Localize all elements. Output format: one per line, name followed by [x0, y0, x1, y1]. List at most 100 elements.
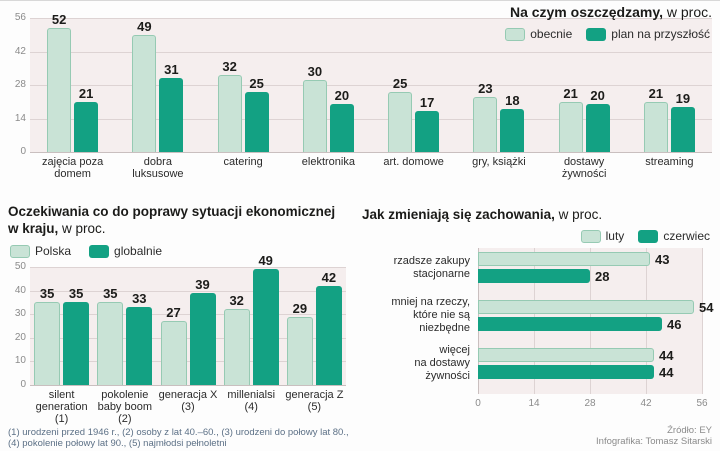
- legend-item-luty: luty: [580, 229, 625, 243]
- behaviors-chart-legend: luty czerwiec: [580, 229, 710, 243]
- y-axis-tick-label: 40: [14, 284, 26, 296]
- y-axis-tick-label: 30: [14, 308, 26, 320]
- savings-bar-series2: [500, 108, 525, 152]
- expectations-bar-series2: [126, 307, 153, 385]
- value-label: 21: [648, 85, 664, 101]
- value-label: 33: [132, 291, 147, 307]
- category-label: dostawy żywności: [561, 156, 607, 180]
- value-label: 19: [675, 90, 691, 106]
- legend-item-polska: Polska: [10, 244, 71, 258]
- behaviors-title-bold: Jak zmieniają się zachowania,: [362, 207, 555, 222]
- value-label: 25: [392, 76, 408, 92]
- expectations-bar-series1: [34, 302, 61, 385]
- source-line1: Źródło: EY: [667, 425, 712, 436]
- legend-swatch-luty: [580, 229, 601, 243]
- category-label: pokolenie baby boom (2): [97, 389, 153, 425]
- legend-label-luty: luty: [605, 229, 625, 243]
- expectations-bar-series1: [286, 316, 313, 385]
- value-label: 21: [563, 85, 578, 101]
- behaviors-bar-series2: [478, 269, 590, 283]
- expectations-title-line2-bold: w kraju,: [8, 221, 59, 236]
- expectations-bar-series2: [315, 285, 342, 385]
- value-label: 18: [505, 92, 520, 108]
- savings-bar-series1: [132, 34, 157, 152]
- savings-bar-series1: [217, 75, 242, 152]
- expectations-bar-series1: [160, 321, 187, 385]
- legend-item-obecnie: obecnie: [505, 27, 572, 41]
- legend-item-plan-na-przyszlosc: plan na przyszłość: [586, 27, 710, 41]
- savings-bar-series1: [302, 80, 327, 152]
- y-axis-tick-label: 50: [14, 261, 26, 272]
- category-label: mniej na rzeczy, które nie są niezbędne: [391, 296, 470, 334]
- category-label: gry, książki: [472, 156, 526, 168]
- y-axis-tick-label: 56: [14, 12, 26, 23]
- behaviors-title-normal: w proc.: [554, 207, 603, 222]
- expectations-title-line2-normal: w proc.: [58, 221, 106, 236]
- y-axis-tick-label: 10: [14, 355, 26, 367]
- savings-bar-series1: [643, 101, 668, 152]
- savings-bar-series2: [329, 104, 354, 152]
- legend-label-obecnie: obecnie: [530, 27, 573, 41]
- behaviors-bar-series2: [478, 365, 654, 379]
- gridline: [30, 51, 712, 53]
- savings-title-bold: Na czym oszczędzamy,: [509, 4, 663, 20]
- gridline: [30, 18, 712, 19]
- savings-bar-series1: [558, 101, 583, 152]
- value-label: 44: [659, 348, 674, 363]
- y-axis-tick-label: 0: [20, 146, 26, 157]
- savings-bar-series1: [47, 27, 72, 152]
- category-label: generacja Z (5): [285, 389, 344, 413]
- value-label: 35: [103, 286, 118, 302]
- value-label: 25: [249, 76, 264, 92]
- behaviors-bar-series1: [478, 252, 650, 266]
- savings-bar-series2: [670, 106, 695, 152]
- value-label: 49: [137, 18, 152, 34]
- legend-label-polska: Polska: [35, 244, 72, 258]
- value-label: 43: [655, 252, 670, 267]
- legend-swatch-obecnie: [505, 27, 526, 41]
- behaviors-chart-title: Jak zmieniają się zachowania, w proc.: [362, 207, 602, 222]
- gridline: [30, 314, 346, 316]
- savings-bar-series2: [244, 92, 269, 152]
- category-label: więcej na dostawy żywności: [414, 344, 470, 382]
- value-label: 29: [292, 300, 308, 316]
- footnote: (1) urodzeni przed 1946 r., (2) osoby z …: [8, 427, 349, 449]
- behaviors-bar-series2: [478, 317, 662, 331]
- source-line2: Infografika: Tomasz Sitarski: [596, 436, 712, 447]
- value-label: 42: [321, 269, 337, 285]
- value-label: 21: [78, 85, 94, 101]
- category-label: generacja X (3): [158, 389, 218, 413]
- expectations-title-line1: Oczekiwania co do poprawy sytuacji ekono…: [8, 204, 336, 219]
- gridline: [30, 152, 712, 153]
- savings-bar-series1: [473, 96, 498, 152]
- value-label: 23: [478, 80, 493, 96]
- x-axis-tick-label: 14: [528, 398, 540, 409]
- category-label: silent generation (1): [35, 389, 88, 425]
- y-axis-tick-label: 28: [14, 79, 26, 90]
- legend-item-globalnie: globalnie: [89, 244, 162, 258]
- gridline: [702, 248, 703, 394]
- value-label: 20: [590, 88, 605, 104]
- gridline: [30, 118, 712, 120]
- footnote-line2: (4) pokolenie połowy lat 90., (5) najmło…: [8, 438, 227, 449]
- gridline: [30, 337, 346, 339]
- category-label: catering: [223, 156, 263, 168]
- savings-bar-series2: [159, 77, 184, 152]
- x-axis-tick-label: 42: [640, 398, 652, 409]
- expectations-chart-legend: Polska globalnie: [10, 244, 162, 258]
- expectations-bar-series2: [189, 292, 216, 385]
- expectations-bar-series1: [97, 302, 124, 385]
- savings-bar-series2: [415, 111, 440, 152]
- legend-swatch-polska: [10, 244, 30, 258]
- x-axis-tick-label: 0: [475, 398, 481, 409]
- source-credit: Źródło: EY Infografika: Tomasz Sitarski: [596, 425, 712, 447]
- category-label: zajęcia poza domem: [42, 156, 104, 180]
- gridline: [30, 361, 346, 363]
- gridline: [30, 385, 346, 386]
- expectations-chart-title: Oczekiwania co do poprawy sytuacji ekono…: [8, 203, 335, 237]
- savings-title-normal: w proc.: [662, 4, 712, 20]
- value-label: 30: [307, 64, 323, 80]
- value-label: 54: [699, 300, 714, 315]
- footnote-line1: (1) urodzeni przed 1946 r., (2) osoby z …: [8, 427, 349, 438]
